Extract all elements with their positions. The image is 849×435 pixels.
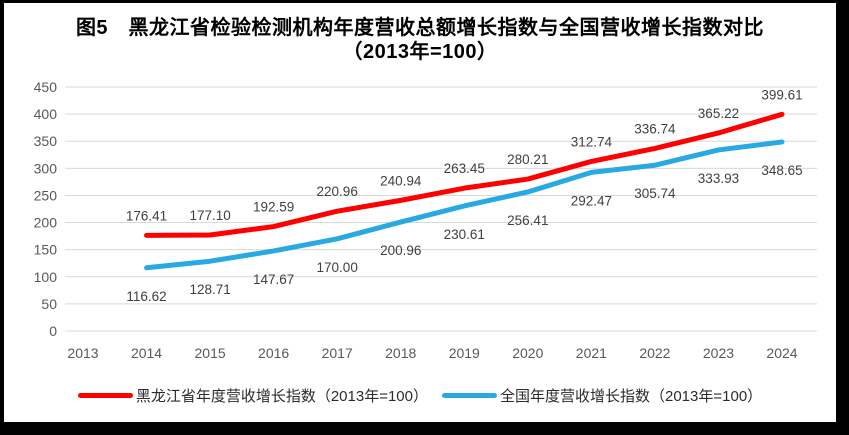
plot-area-container: 0 50 100 150 200 250 300 350 400 450 2013 2014 2015 2…: [4, 76, 836, 376]
x-axis-tick-label: 2015: [195, 345, 226, 361]
y-axis-tick-label: 50: [41, 296, 57, 312]
data-label-heilongjiang: 263.45: [444, 161, 485, 176]
data-label-national: 256.41: [507, 213, 548, 228]
y-axis-tick-label: 0: [49, 323, 57, 339]
y-axis-tick-label: 100: [34, 269, 58, 285]
x-axis-tick-label: 2021: [576, 345, 607, 361]
data-label-heilongjiang: 312.74: [571, 134, 613, 149]
x-axis-tick-label: 2013: [67, 345, 98, 361]
data-label-national: 333.93: [698, 171, 739, 186]
data-label-national: 230.61: [444, 227, 485, 242]
data-label-national: 200.96: [380, 243, 421, 258]
data-label-heilongjiang: 280.21: [507, 152, 548, 167]
x-axis-tick-label: 2017: [322, 345, 353, 361]
y-axis-tick-label: 350: [34, 133, 58, 149]
x-axis-tick-label: 2020: [512, 345, 543, 361]
x-axis-tick-label: 2024: [766, 345, 797, 361]
legend-item-national: 全国年度营收增长指数（2013年=100）: [442, 385, 762, 406]
chart-title-line2: （2013年=100）: [342, 41, 498, 63]
y-axis-tick-label: 150: [34, 242, 58, 258]
data-label-heilongjiang: 240.94: [380, 173, 422, 188]
data-label-national: 147.67: [253, 272, 294, 287]
data-label-heilongjiang: 192.59: [253, 200, 294, 215]
chart-legend: 黑龙江省年度营收增长指数（2013年=100） 全国年度营收增长指数（2013年…: [4, 385, 836, 406]
data-label-national: 292.47: [571, 193, 612, 208]
legend-line-sample-national: [442, 393, 497, 398]
data-label-national: 305.74: [634, 186, 676, 201]
data-label-heilongjiang: 176.41: [126, 208, 167, 223]
line-chart: 0 50 100 150 200 250 300 350 400 450 2013 2014 2015 2…: [34, 79, 817, 361]
legend-label-national: 全国年度营收增长指数（2013年=100）: [500, 388, 763, 405]
series-line-national: [144, 139, 785, 271]
series-line-heilongjiang: [144, 111, 785, 238]
chart-title-line1: 图5 黑龙江省检验检测机构年度营收总额增长指数与全国营收增长指数对比: [75, 17, 765, 39]
data-label-heilongjiang: 365.22: [698, 106, 739, 121]
x-axis-tick-label: 2018: [385, 345, 416, 361]
data-label-national: 128.71: [189, 282, 230, 297]
y-axis-tick-label: 250: [34, 187, 58, 203]
legend-item-heilongjiang: 黑龙江省年度营收增长指数（2013年=100）: [77, 385, 428, 406]
data-label-heilongjiang: 399.61: [761, 87, 802, 102]
chart-title: 图5 黑龙江省检验检测机构年度营收总额增长指数与全国营收增长指数对比 （2013…: [4, 3, 836, 64]
data-label-heilongjiang: 336.74: [634, 121, 676, 136]
y-axis-tick-label: 300: [34, 160, 58, 176]
data-label-heilongjiang: 220.96: [317, 184, 358, 199]
x-axis-tick-label: 2016: [258, 345, 289, 361]
legend-label-heilongjiang: 黑龙江省年度营收增长指数（2013年=100）: [135, 388, 428, 405]
x-axis-tick-label: 2014: [131, 345, 162, 361]
data-label-national: 348.65: [761, 163, 802, 178]
y-axis-tick-label: 400: [34, 106, 58, 122]
legend-line-sample-heilongjiang: [77, 393, 133, 398]
data-label-national: 170.00: [317, 260, 358, 275]
x-axis-tick-label: 2019: [449, 345, 480, 361]
y-axis-tick-label: 450: [34, 79, 58, 95]
data-label-national: 116.62: [126, 289, 166, 304]
data-label-heilongjiang: 177.10: [189, 208, 230, 223]
x-axis-tick-label: 2023: [703, 345, 734, 361]
y-axis-tick-label: 200: [34, 215, 58, 231]
x-axis-tick-label: 2022: [639, 345, 670, 361]
